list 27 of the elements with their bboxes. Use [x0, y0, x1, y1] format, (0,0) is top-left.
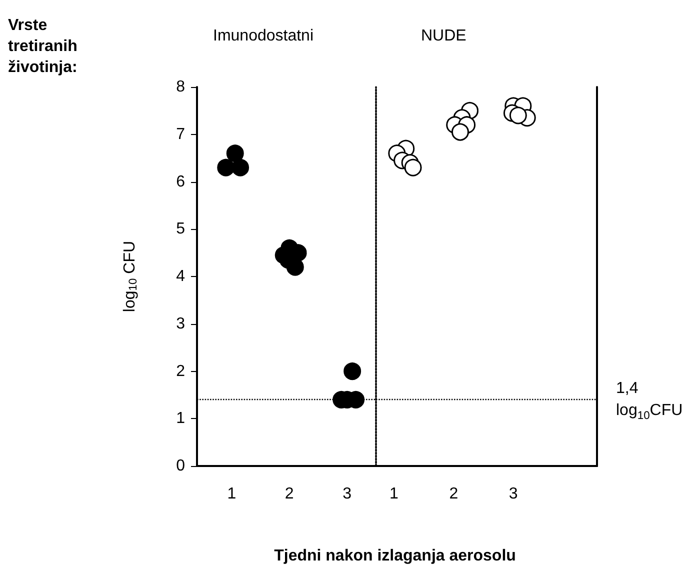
x-tick-label: 2 [284, 486, 294, 502]
y-tick-label: 4 [176, 268, 186, 285]
y-tick-label: 5 [176, 220, 186, 238]
chart-title: NUDE [421, 28, 466, 44]
point [509, 106, 527, 124]
y-axis-title: log10 CFU [121, 240, 140, 312]
point [451, 123, 469, 141]
point [217, 158, 235, 176]
y-tick-label: 0 [176, 458, 186, 474]
point [404, 158, 422, 176]
x-tick-label: 1 [227, 486, 236, 502]
x-tick-label: 3 [342, 486, 352, 502]
y-tick-label: 1 [176, 410, 186, 428]
y-tick-label: 3 [176, 315, 186, 332]
y-tick-label: 7 [176, 126, 186, 143]
y-tick-label: 8 [176, 78, 186, 96]
point [226, 144, 244, 162]
x-axis-title: Tjedni nakon izlaganja aerosolu [274, 548, 516, 564]
x-tick-label: 1 [389, 486, 398, 502]
y-tick-label: 2 [176, 362, 186, 380]
point [232, 158, 250, 176]
point [344, 362, 362, 380]
x-tick-label: 2 [449, 486, 458, 502]
x-tick-label: 3 [508, 486, 518, 502]
y-tick-label: 6 [176, 173, 186, 190]
text: Vrste tretiranih životinja: [8, 17, 82, 76]
chart-title: Imunodostatni [213, 28, 314, 44]
